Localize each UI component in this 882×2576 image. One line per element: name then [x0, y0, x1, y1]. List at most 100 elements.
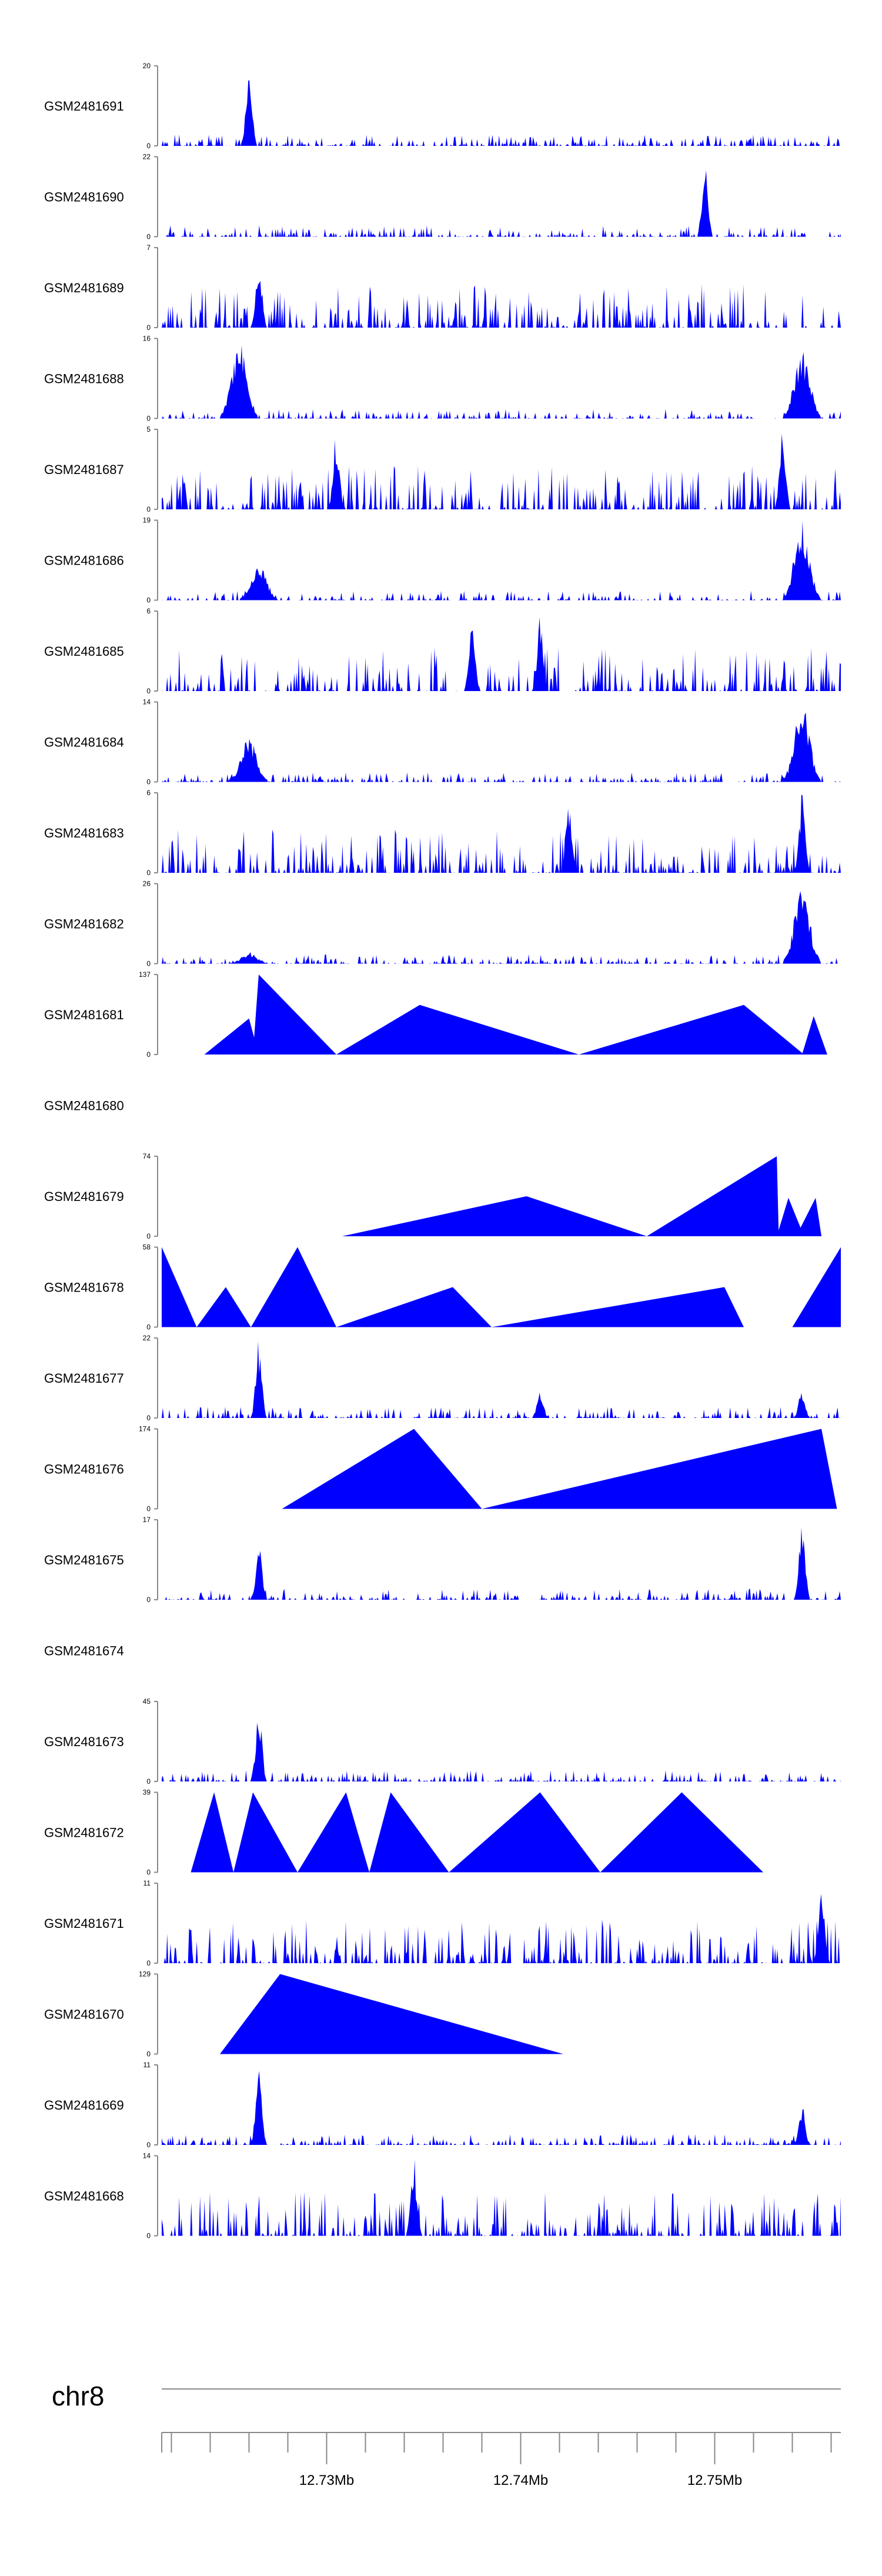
y-tick-zero: 0 [146, 233, 151, 241]
y-tick-zero: 0 [146, 778, 151, 786]
signal-area-GSM2481685 [162, 617, 841, 691]
signal-peak-GSM2481679-1 [647, 1156, 779, 1236]
y-tick-max: 11 [143, 1879, 151, 1887]
signal-peak-GSM2481681-0 [204, 1018, 259, 1055]
y-tick-max: 11 [143, 2061, 151, 2069]
track-label-GSM2481684: GSM2481684 [44, 735, 124, 750]
y-tick-zero: 0 [146, 960, 151, 968]
y-tick-max: 17 [143, 1516, 151, 1524]
signal-peak-GSM2481678-0 [162, 1247, 197, 1327]
y-tick-max: 22 [143, 153, 151, 161]
genome-tick-label: 12.75Mb [687, 2472, 742, 2488]
y-tick-zero: 0 [146, 1414, 151, 1422]
y-tick-max: 19 [143, 516, 151, 525]
track-label-GSM2481675: GSM2481675 [44, 1553, 124, 1567]
track-label-GSM2481679: GSM2481679 [44, 1189, 124, 1204]
y-tick-zero: 0 [146, 1050, 151, 1059]
y-tick-zero: 0 [146, 1323, 151, 1332]
track-label-GSM2481683: GSM2481683 [44, 826, 124, 840]
track-label-GSM2481682: GSM2481682 [44, 917, 124, 932]
signal-area-GSM2481688 [162, 345, 841, 419]
signal-peak-GSM2481678-1 [196, 1287, 251, 1327]
signal-peak-GSM2481681-1 [253, 975, 336, 1055]
signal-peak-GSM2481679-3 [796, 1197, 821, 1236]
signal-area-GSM2481684 [162, 713, 841, 782]
signal-area-GSM2481682 [162, 891, 841, 964]
signal-peak-GSM2481679-2 [777, 1197, 804, 1236]
y-tick-max: 14 [143, 2152, 151, 2160]
track-label-GSM2481690: GSM2481690 [44, 190, 124, 205]
y-tick-max: 26 [143, 880, 151, 888]
y-tick-zero: 0 [146, 1596, 151, 1604]
y-tick-max: 74 [143, 1152, 151, 1160]
y-tick-zero: 0 [146, 2141, 151, 2149]
y-tick-zero: 0 [146, 505, 151, 513]
signal-peak-GSM2481678-4 [492, 1287, 744, 1327]
signal-area-GSM2481675 [162, 1527, 841, 1600]
y-tick-max: 5 [146, 425, 151, 433]
genome-tick-label: 12.74Mb [493, 2472, 548, 2488]
track-label-GSM2481676: GSM2481676 [44, 1462, 124, 1477]
y-tick-max: 6 [146, 607, 151, 615]
signal-peak-GSM2481676-0 [282, 1429, 482, 1509]
track-label-GSM2481686: GSM2481686 [44, 553, 124, 568]
y-tick-max: 16 [143, 335, 151, 343]
y-tick-zero: 0 [146, 2050, 151, 2058]
track-label-GSM2481671: GSM2481671 [44, 1916, 124, 1931]
signal-peak-GSM2481681-2 [336, 1005, 579, 1055]
y-tick-max: 174 [139, 1425, 151, 1433]
signal-peak-GSM2481681-3 [579, 1005, 804, 1055]
track-label-GSM2481677: GSM2481677 [44, 1371, 124, 1386]
signal-peak-GSM2481678-6 [792, 1247, 841, 1327]
y-tick-max: 7 [146, 243, 151, 252]
y-tick-zero: 0 [146, 1505, 151, 1513]
track-label-GSM2481672: GSM2481672 [44, 1826, 124, 1840]
track-label-GSM2481669: GSM2481669 [44, 2098, 124, 2113]
signal-area-GSM2481686 [162, 520, 841, 600]
y-tick-zero: 0 [146, 596, 151, 605]
signal-area-GSM2481673 [162, 1723, 841, 1781]
signal-area-GSM2481690 [162, 170, 841, 237]
y-tick-zero: 0 [146, 415, 151, 423]
genome-tick-label: 12.73Mb [299, 2472, 354, 2488]
track-label-GSM2481673: GSM2481673 [44, 1734, 124, 1749]
track-label-GSM2481685: GSM2481685 [44, 644, 124, 659]
track-label-GSM2481668: GSM2481668 [44, 2189, 124, 2204]
chromosome-label: chr8 [52, 2381, 104, 2411]
track-label-GSM2481678: GSM2481678 [44, 1280, 124, 1295]
signal-peak-GSM2481672-3 [369, 1792, 449, 1873]
signal-area-GSM2481691 [162, 80, 841, 146]
signal-peak-GSM2481670-0 [220, 1974, 564, 2054]
signal-peak-GSM2481679-0 [342, 1196, 647, 1236]
signal-peak-GSM2481672-2 [298, 1792, 370, 1873]
signal-area-GSM2481683 [162, 794, 841, 873]
y-tick-max: 6 [146, 789, 151, 797]
signal-area-GSM2481687 [162, 434, 841, 509]
y-tick-max: 58 [143, 1243, 151, 1252]
track-label-GSM2481689: GSM2481689 [44, 281, 124, 295]
y-tick-zero: 0 [146, 869, 151, 877]
y-tick-zero: 0 [146, 2232, 151, 2240]
signal-peak-GSM2481678-3 [336, 1287, 492, 1327]
track-label-GSM2481670: GSM2481670 [44, 2007, 124, 2022]
y-tick-zero: 0 [146, 142, 151, 150]
signal-area-GSM2481689 [162, 281, 841, 328]
signal-area-GSM2481671 [162, 1894, 841, 1963]
signal-peak-GSM2481672-0 [191, 1792, 234, 1873]
signal-area-GSM2481677 [162, 1341, 841, 1418]
y-tick-zero: 0 [146, 1777, 151, 1786]
y-tick-max: 14 [143, 698, 151, 706]
y-tick-max: 20 [143, 62, 151, 70]
track-label-GSM2481691: GSM2481691 [44, 99, 124, 114]
signal-area-GSM2481669 [162, 2071, 841, 2145]
y-tick-zero: 0 [146, 687, 151, 695]
signal-area-GSM2481668 [162, 2160, 841, 2236]
y-tick-zero: 0 [146, 323, 151, 332]
signal-peak-GSM2481672-1 [233, 1792, 298, 1873]
y-tick-max: 45 [143, 1697, 151, 1706]
track-label-GSM2481674: GSM2481674 [44, 1644, 124, 1659]
signal-peak-GSM2481681-4 [802, 1016, 827, 1055]
signal-peak-GSM2481678-2 [250, 1247, 336, 1327]
track-label-GSM2481687: GSM2481687 [44, 462, 124, 477]
